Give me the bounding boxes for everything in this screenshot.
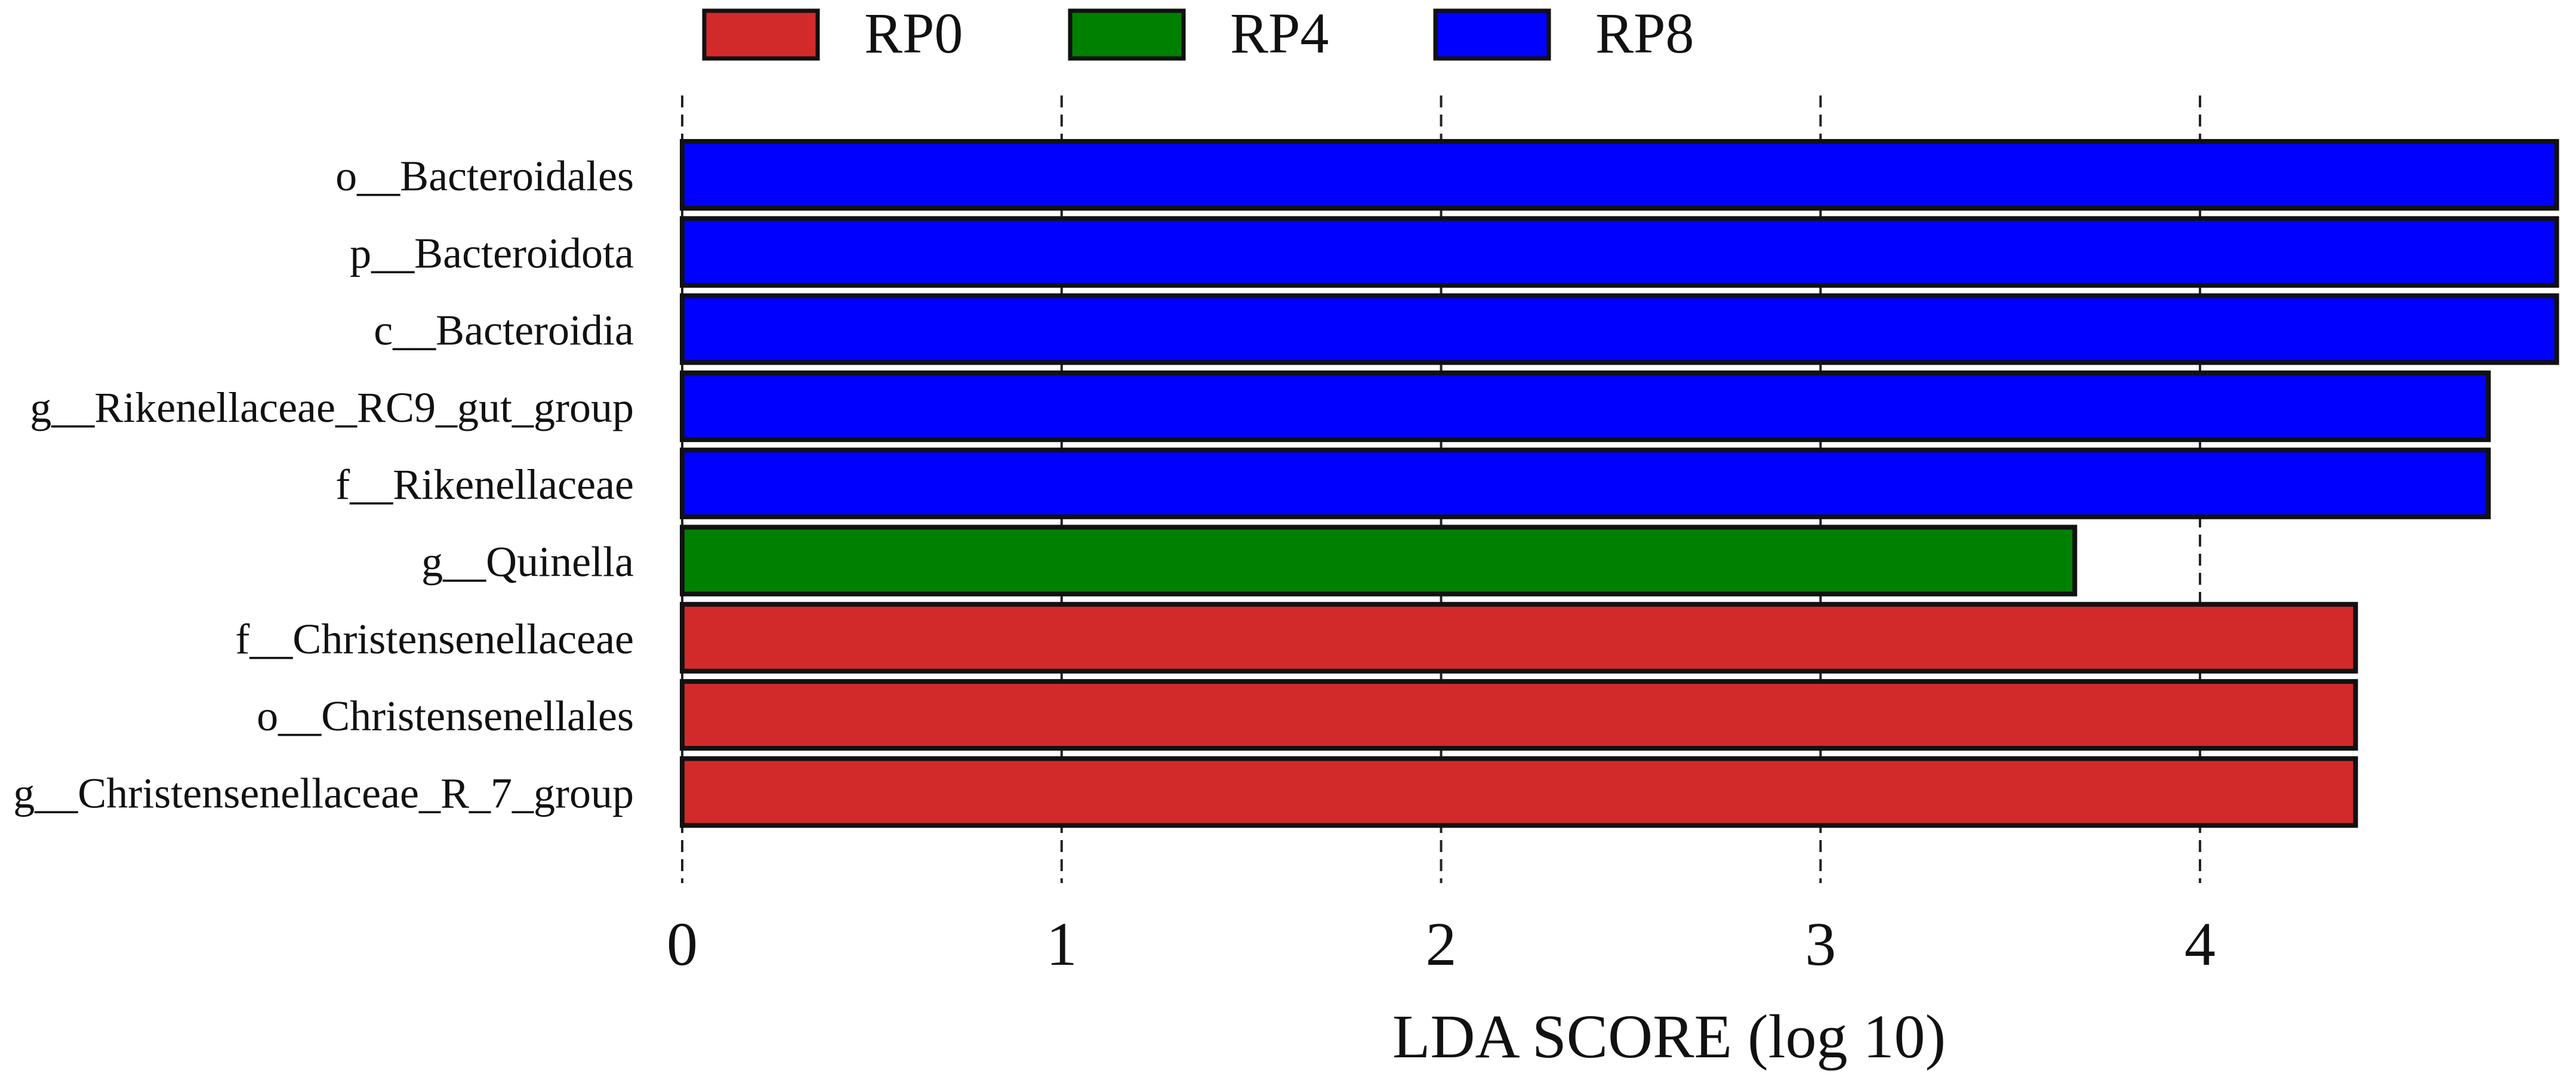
bar-g-quinella [680, 524, 2078, 597]
x-tick-label-2: 2 [1426, 910, 1457, 979]
grid-lines [681, 95, 2202, 883]
category-labels: o__Bacteroidales p__Bacteroidota c__Bacter… [13, 152, 634, 817]
legend-swatch-rp0 [702, 8, 820, 61]
category-label: g__Rikenellaceae_RC9_gut_group [30, 384, 634, 431]
bar-o-bacteroidales [680, 139, 2559, 211]
bars [680, 139, 2559, 828]
legend-label-rp4: RP4 [1230, 1, 1329, 65]
legend-label-rp8: RP8 [1595, 1, 1694, 65]
category-label: o__Christensenellales [257, 692, 634, 740]
x-tick-label-1: 1 [1046, 910, 1077, 979]
x-tick-label-0: 0 [667, 910, 698, 979]
category-label: p__Bacteroidota [350, 229, 634, 277]
bar-o-christensenellales [680, 679, 2358, 751]
legend-swatch-rp8 [1433, 8, 1551, 61]
category-label: g__Quinella [421, 538, 634, 586]
bar-f-rikenellaceae [680, 448, 2491, 520]
bar-p-bacteroidota [680, 216, 2559, 288]
category-label: g__Christensenellaceae_R_7_group [13, 769, 634, 817]
category-label: c__Bacteroidia [374, 307, 634, 354]
x-axis-title: LDA SCORE (log 10) [1392, 1002, 1946, 1071]
bar-f-christensenellaceae [680, 601, 2358, 674]
legend-swatch-rp4 [1068, 8, 1186, 61]
legend: RP0 RP4 RP8 [702, 1, 1694, 65]
x-tick-label-4: 4 [2184, 910, 2216, 979]
category-label: f__Rikenellaceae [335, 461, 634, 508]
x-tick-label-3: 3 [1805, 910, 1836, 979]
category-label: o__Bacteroidales [335, 152, 634, 200]
bar-g-rikenellaceae-rc9-gut-group [680, 370, 2491, 442]
bar-c-bacteroidia [680, 293, 2559, 365]
category-label: f__Christensenellaceae [235, 615, 634, 663]
legend-label-rp0: RP0 [864, 1, 963, 65]
bar-g-christensenellaceae-r-7-group [680, 756, 2358, 828]
x-axis-ticks: 0 1 2 3 4 [667, 910, 2216, 979]
